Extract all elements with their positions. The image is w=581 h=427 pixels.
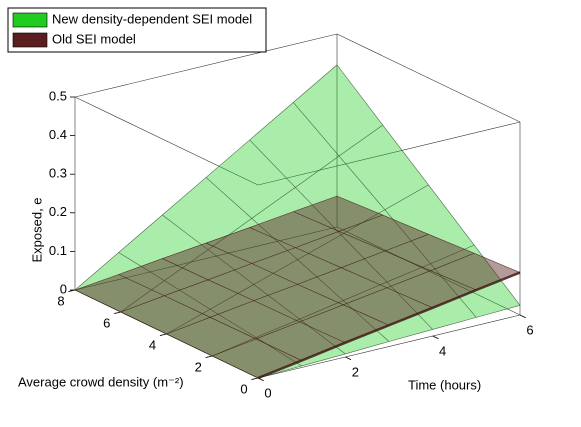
mesh-line [336, 64, 521, 306]
surface-patch [166, 309, 256, 356]
box-edge [74, 226, 338, 291]
y-tick [114, 311, 121, 314]
surface-patch [251, 187, 342, 260]
surface-patch [118, 214, 209, 281]
surface-patch [295, 231, 385, 268]
surface-patch [249, 102, 340, 188]
box-edge [257, 314, 521, 379]
x-tick-label: 4 [439, 343, 446, 358]
surface-patch [208, 263, 298, 301]
surface-patch [341, 251, 431, 288]
z-tick-label: 0.3 [49, 166, 67, 181]
surface-patch [208, 218, 298, 285]
y-tick-label: 2 [195, 359, 202, 374]
surface-patch [164, 279, 254, 318]
surface-patch [118, 258, 209, 296]
mesh-line [162, 214, 346, 355]
surface-patch [343, 281, 433, 342]
surface-patch [249, 211, 340, 248]
box-edge [74, 96, 259, 186]
surface-patch [297, 234, 387, 301]
y-tick [159, 333, 167, 336]
mesh-line [293, 102, 477, 318]
surface-patch [341, 209, 431, 282]
x-tick [432, 335, 439, 340]
y-tick [251, 377, 259, 380]
surface-patch [162, 243, 252, 280]
z-axis-label: Exposed, e [29, 197, 44, 262]
surface-patch [339, 215, 429, 252]
surface-patch [293, 196, 383, 232]
surface-patch [210, 284, 300, 338]
mesh-line [205, 177, 390, 342]
mesh-line [249, 139, 433, 330]
labels: Time (hours) Average crowd density (m⁻²)… [18, 197, 481, 392]
surface-patch [120, 280, 211, 334]
surface-patch [430, 245, 520, 318]
legend-swatch [12, 32, 48, 48]
z-tick-label: 0 [60, 281, 67, 296]
x-tick-label: 6 [526, 322, 533, 337]
mesh-line [205, 242, 390, 326]
surface-patch [75, 252, 165, 312]
box-edge [257, 121, 521, 186]
z-tick-label: 0.4 [49, 127, 67, 142]
legend-swatch [12, 12, 48, 28]
mesh-line [249, 227, 433, 309]
surface-patch [251, 247, 342, 285]
x-tick [345, 356, 352, 361]
mesh-line [293, 211, 477, 291]
mesh-line [118, 274, 302, 361]
legend-box [7, 7, 267, 53]
z-tick-label: 0.2 [49, 204, 67, 219]
y-tick-label: 8 [57, 293, 64, 308]
legend-label: Old SEI model [52, 31, 136, 46]
surface-patch [210, 300, 300, 339]
mesh-line [74, 289, 259, 379]
mesh-line [118, 252, 302, 367]
surface-patch [299, 300, 389, 354]
y-tick-label: 6 [103, 315, 110, 330]
surface-patch [384, 234, 475, 271]
surface-patch [166, 317, 256, 356]
x-tick-label: 2 [352, 364, 359, 379]
legend-label: New density-dependent SEI model [52, 11, 252, 26]
y-tick-label: 4 [149, 337, 156, 352]
y-tick-label: 0 [240, 381, 247, 396]
box-edge [74, 33, 338, 98]
x-tick [519, 314, 526, 319]
legend: New density-dependent SEI model Old SEI m… [7, 7, 267, 53]
surface-patch [295, 156, 385, 235]
surface-patch [75, 274, 165, 312]
surface-patch [339, 125, 429, 210]
box-edge [336, 33, 521, 123]
surface-patch [206, 227, 296, 264]
surface-patch [386, 263, 477, 330]
mesh-line [162, 258, 346, 343]
surface-patch [206, 139, 296, 219]
y-tick [205, 355, 213, 358]
x-axis-label: Time (hours) [408, 377, 481, 392]
y-axis-label: Average crowd density (m⁻²) [18, 374, 184, 389]
surface-patch [255, 319, 346, 366]
surfaces [74, 64, 521, 380]
surface-patch [253, 284, 344, 322]
surface-patch [297, 267, 387, 305]
box-edge [336, 226, 521, 316]
z-tick-label: 0.5 [49, 88, 67, 103]
mesh-line [336, 195, 521, 273]
surface-patch [293, 64, 383, 157]
surface-patch [120, 295, 211, 334]
x-tick-label: 0 [264, 385, 271, 400]
z-tick-label: 0.1 [49, 243, 67, 258]
